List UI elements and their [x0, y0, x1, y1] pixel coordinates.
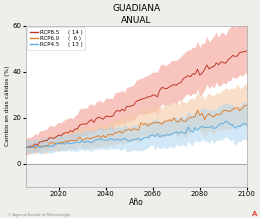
- Y-axis label: Cambio en días cálidos (%): Cambio en días cálidos (%): [4, 66, 10, 146]
- Text: © Agencia Estatal de Meteorología: © Agencia Estatal de Meteorología: [8, 213, 70, 217]
- Title: GUADIANA
ANUAL: GUADIANA ANUAL: [112, 4, 160, 25]
- Bar: [26, 164, 247, 187]
- X-axis label: Año: Año: [129, 198, 144, 207]
- Legend: RCP8.5     ( 14 ), RCP6.0     (  6 ), RCP4.5     ( 13 ): RCP8.5 ( 14 ), RCP6.0 ( 6 ), RCP4.5 ( 13…: [27, 27, 85, 50]
- Text: A: A: [252, 211, 257, 217]
